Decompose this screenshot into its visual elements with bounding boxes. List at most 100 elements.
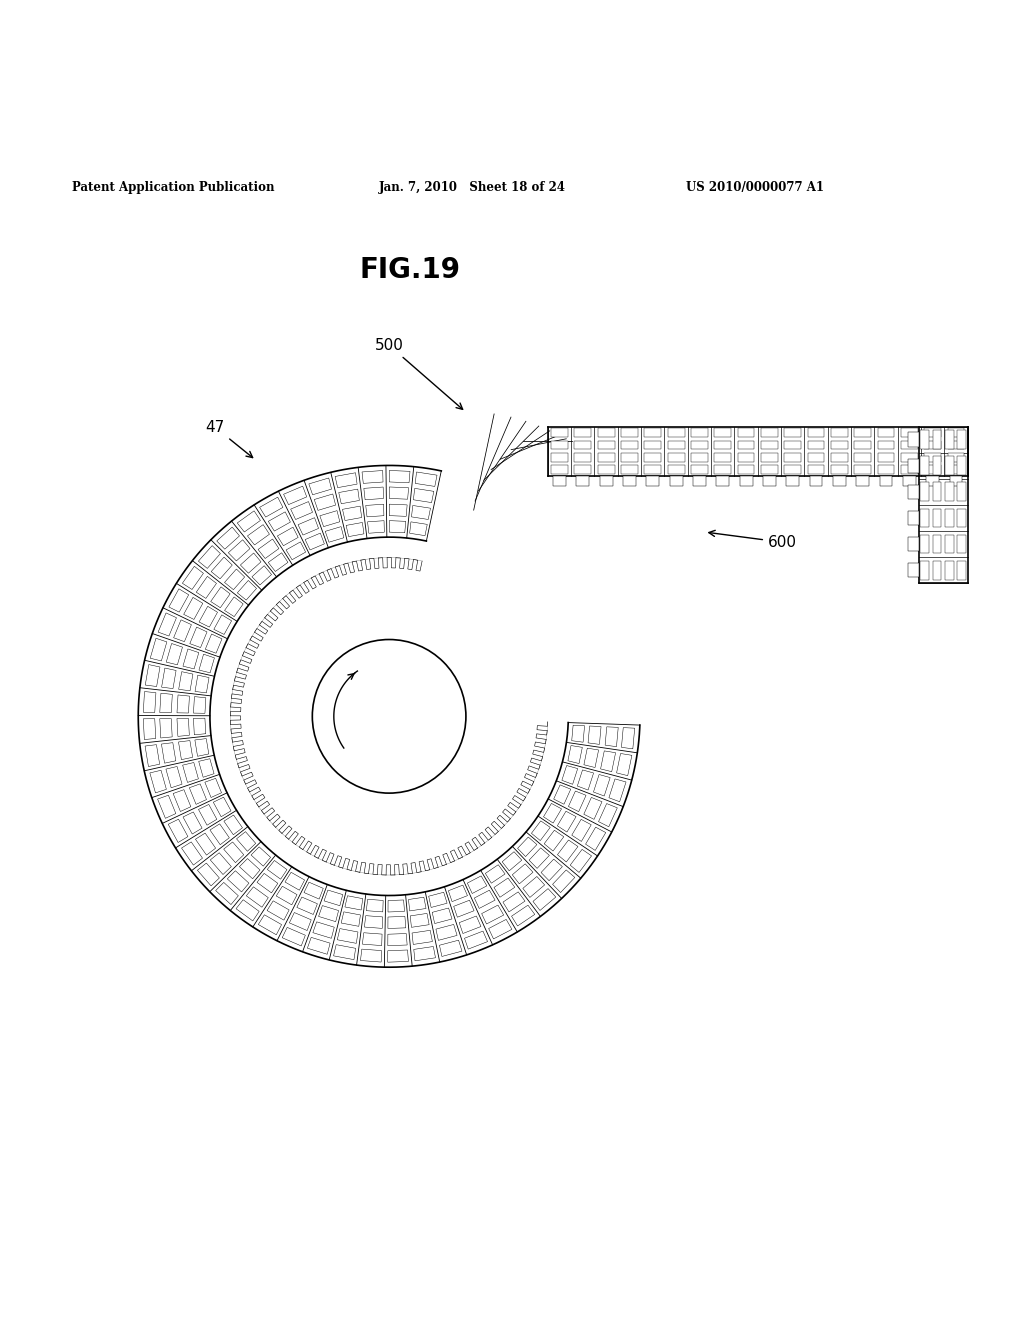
Bar: [808, 453, 824, 462]
Polygon shape: [268, 512, 291, 531]
Polygon shape: [467, 876, 486, 894]
Bar: [907, 511, 919, 525]
Polygon shape: [584, 797, 602, 820]
Polygon shape: [389, 504, 408, 516]
Bar: [737, 465, 755, 474]
Polygon shape: [368, 520, 384, 533]
Polygon shape: [326, 527, 344, 543]
Polygon shape: [512, 863, 532, 884]
Bar: [957, 508, 966, 527]
Bar: [907, 484, 919, 499]
Bar: [644, 428, 662, 437]
Bar: [691, 453, 708, 462]
Polygon shape: [199, 545, 220, 569]
Bar: [598, 465, 614, 474]
Polygon shape: [228, 540, 250, 561]
Text: Patent Application Publication: Patent Application Publication: [72, 181, 274, 194]
Polygon shape: [238, 511, 260, 532]
Bar: [737, 441, 755, 449]
Bar: [598, 453, 614, 462]
Bar: [945, 561, 953, 579]
Polygon shape: [257, 874, 278, 892]
Bar: [574, 465, 591, 474]
Polygon shape: [362, 933, 382, 945]
Bar: [831, 428, 848, 437]
Bar: [715, 441, 731, 449]
Bar: [831, 453, 848, 462]
Polygon shape: [217, 527, 240, 549]
Bar: [957, 535, 966, 553]
Bar: [901, 465, 918, 474]
Bar: [925, 465, 941, 474]
Polygon shape: [211, 557, 232, 578]
Polygon shape: [503, 892, 525, 912]
Polygon shape: [248, 524, 269, 545]
Polygon shape: [601, 751, 615, 772]
Bar: [715, 428, 731, 437]
Polygon shape: [541, 859, 562, 880]
Bar: [947, 453, 965, 462]
Polygon shape: [346, 523, 364, 537]
Polygon shape: [189, 627, 207, 648]
Polygon shape: [260, 498, 283, 517]
Polygon shape: [557, 812, 577, 832]
Bar: [933, 508, 941, 527]
Polygon shape: [199, 606, 217, 627]
Bar: [551, 428, 568, 437]
Polygon shape: [241, 553, 261, 573]
Polygon shape: [304, 882, 324, 899]
Polygon shape: [205, 634, 222, 653]
Bar: [945, 457, 953, 475]
Bar: [878, 453, 894, 462]
Polygon shape: [284, 486, 307, 504]
Bar: [901, 453, 918, 462]
Polygon shape: [169, 589, 188, 612]
Bar: [957, 430, 966, 449]
Bar: [925, 441, 941, 449]
Bar: [921, 561, 929, 579]
Polygon shape: [205, 779, 221, 797]
Polygon shape: [429, 892, 447, 907]
Bar: [933, 535, 941, 553]
Polygon shape: [474, 890, 495, 908]
Bar: [945, 482, 953, 502]
Polygon shape: [150, 771, 166, 793]
Bar: [691, 465, 708, 474]
Polygon shape: [247, 887, 268, 907]
Polygon shape: [158, 795, 176, 818]
Polygon shape: [174, 620, 191, 642]
Bar: [737, 428, 755, 437]
Bar: [856, 475, 869, 487]
Polygon shape: [286, 543, 305, 560]
Bar: [598, 428, 614, 437]
Polygon shape: [523, 876, 545, 898]
Text: 600: 600: [709, 531, 797, 549]
Polygon shape: [198, 863, 219, 886]
Bar: [921, 430, 929, 449]
Bar: [933, 561, 941, 579]
Polygon shape: [178, 672, 193, 690]
Bar: [921, 482, 929, 502]
Polygon shape: [502, 851, 522, 871]
Polygon shape: [414, 488, 434, 503]
Polygon shape: [367, 899, 383, 912]
Polygon shape: [557, 840, 578, 862]
Bar: [947, 441, 965, 449]
Polygon shape: [297, 898, 317, 915]
Bar: [623, 475, 636, 487]
Bar: [715, 453, 731, 462]
Polygon shape: [227, 871, 249, 892]
Text: US 2010/0000077 A1: US 2010/0000077 A1: [686, 181, 824, 194]
Polygon shape: [568, 746, 583, 763]
Polygon shape: [313, 921, 334, 939]
Polygon shape: [252, 566, 271, 585]
Polygon shape: [586, 828, 606, 850]
Bar: [903, 475, 915, 487]
Bar: [761, 465, 778, 474]
Bar: [574, 441, 591, 449]
Polygon shape: [223, 842, 244, 863]
Polygon shape: [485, 865, 505, 883]
Bar: [784, 428, 801, 437]
Bar: [957, 482, 966, 502]
Polygon shape: [145, 744, 160, 767]
